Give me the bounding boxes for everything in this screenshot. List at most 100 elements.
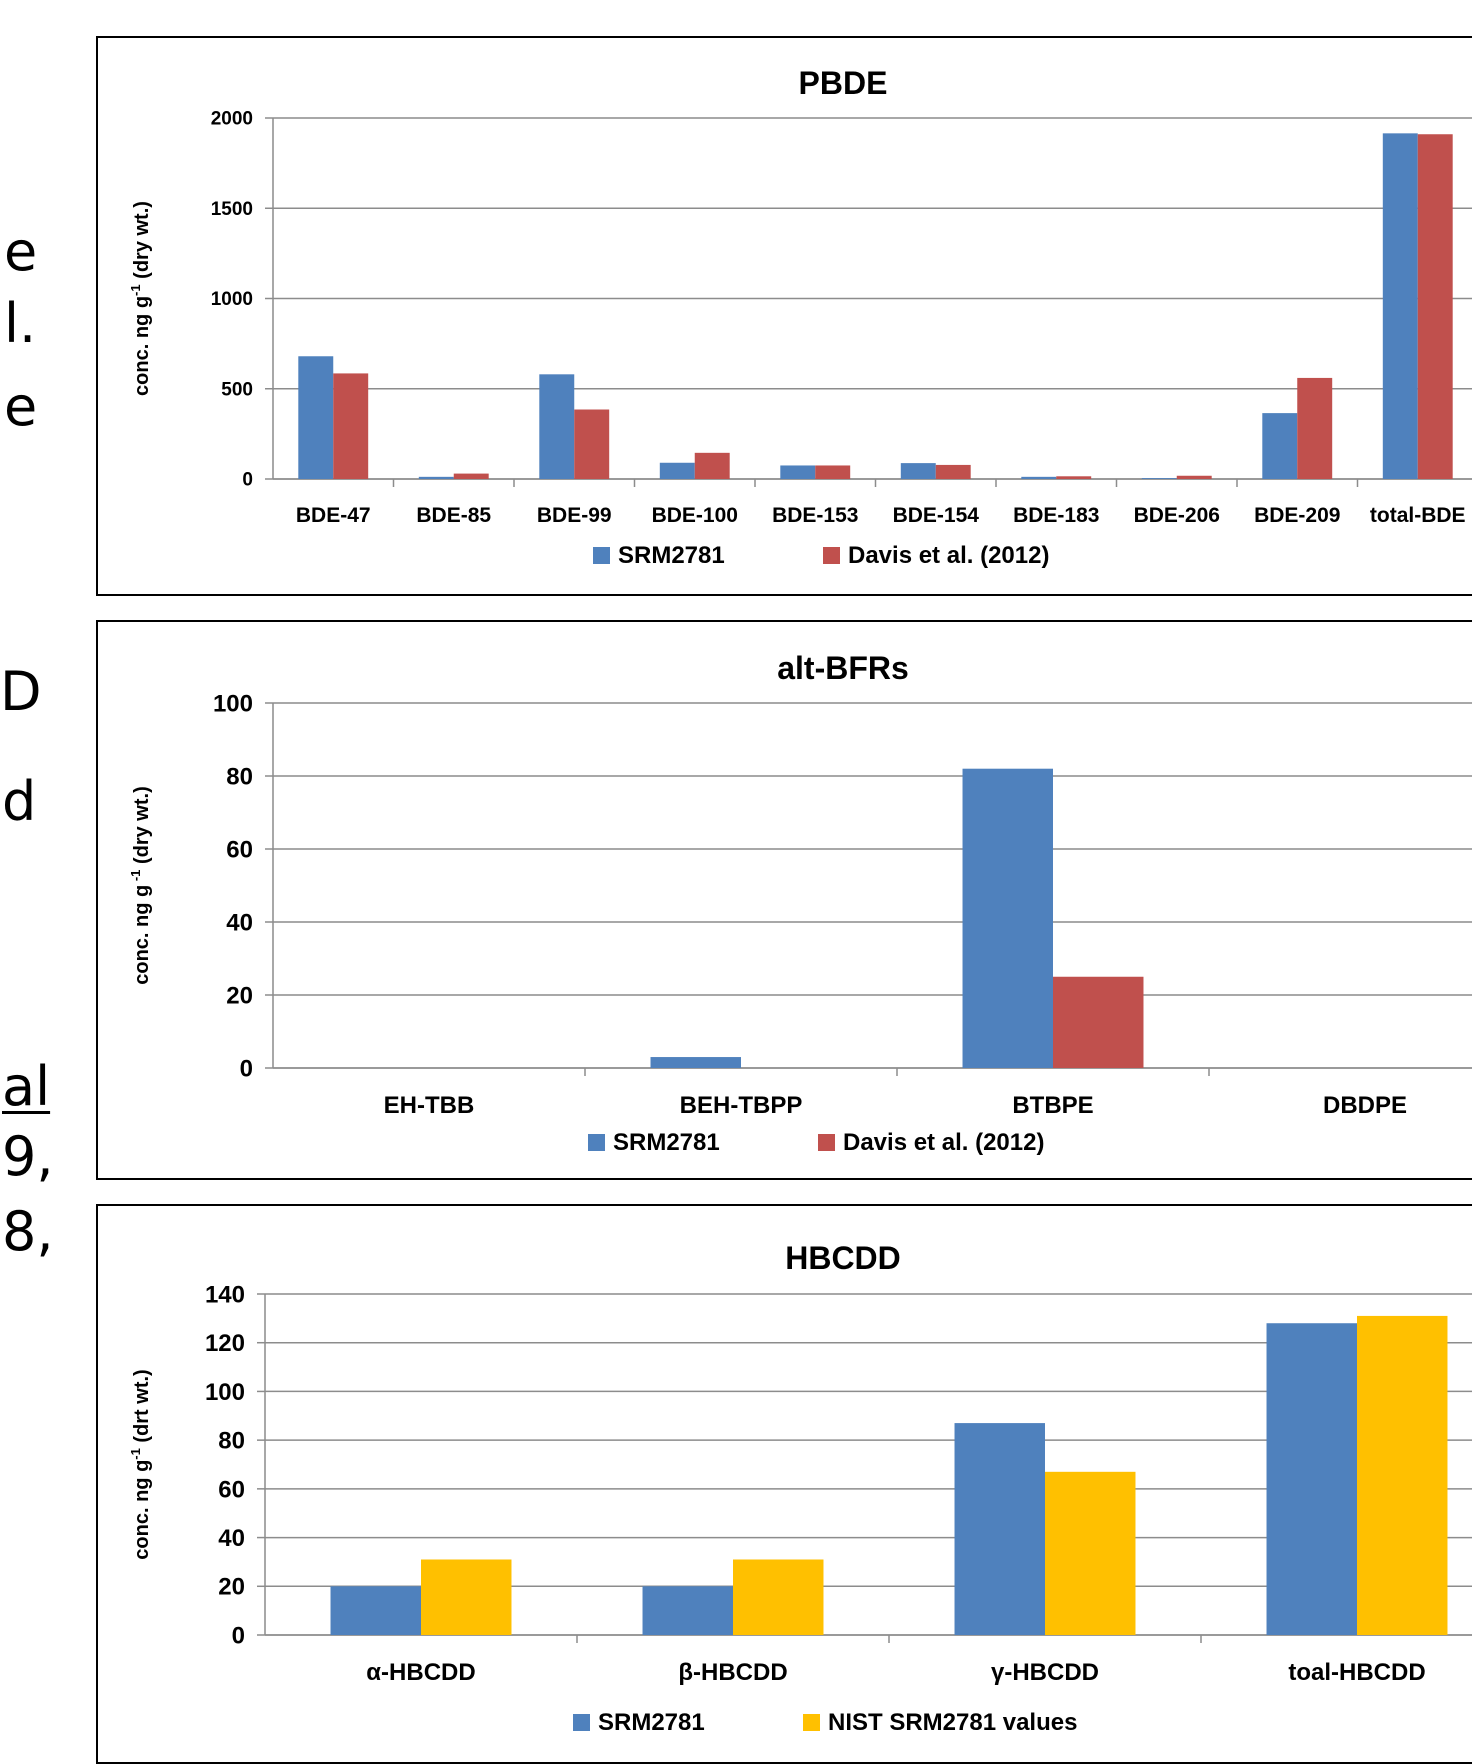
alt-bfrs-chart: alt-BFRs 0 20 40 60 80 100 conc. ng g -1 (dry w… (128, 650, 1472, 1156)
pbde-chart: PBDE 0 500 1000 1500 2000 conc. ng g-1 (dry wt… (128, 65, 1472, 569)
alt-bfrs-y-axis-label: conc. ng g -1 (dry wt.) (128, 786, 153, 985)
hbcdd-bar-series-2 (1045, 1471, 1136, 1635)
pbde-category-label: BDE-99 (537, 504, 612, 527)
pbde-y-tick-label: 500 (221, 379, 253, 400)
pbde-legend-swatch (593, 547, 610, 564)
alt-bfrs-y-axis-label-superscript: -1 (128, 870, 143, 885)
alt-bfrs-category-label: BTBPE (1012, 1092, 1093, 1119)
hbcdd-y-axis-label-superscript: -1 (128, 1448, 143, 1460)
pbde-bar-series-1 (1382, 133, 1418, 479)
hbcdd-y-tick-label: 100 (205, 1379, 245, 1406)
hbcdd-y-tick-label: 80 (218, 1428, 245, 1455)
pbde-legend-label: SRM2781 (618, 542, 725, 569)
pbde-bar-series-1 (900, 463, 936, 479)
pbde-legend-swatch (823, 547, 840, 564)
hbcdd-y-tick-label: 0 (232, 1622, 245, 1649)
pbde-bar-series-1 (659, 462, 695, 479)
pbde-bar-series-2 (815, 465, 851, 479)
pbde-bar-series-1 (298, 356, 334, 479)
alt-bfrs-legend-swatch (818, 1134, 835, 1151)
pbde-bar-series-2 (1297, 377, 1333, 479)
pbde-bar-series-2 (1176, 475, 1212, 479)
pbde-category-label: BDE-206 (1134, 504, 1220, 527)
pbde-bar-series-2 (935, 464, 971, 479)
pbde-y-tick-label: 2000 (211, 109, 253, 130)
pbde-bar-series-1 (418, 476, 454, 479)
hbcdd-chart-title: HBCDD (785, 1240, 901, 1276)
alt-bfrs-chart-title: alt-BFRs (777, 650, 909, 686)
pbde-y-axis-label-unit: (dry wt.) (131, 201, 153, 284)
hbcdd-bar-series-2 (421, 1559, 512, 1635)
pbde-category-label: BDE-154 (893, 504, 980, 527)
side-text-fragment: d (2, 775, 36, 829)
pbde-y-axis-label-main: conc. ng g (131, 296, 153, 396)
alt-bfrs-bar-series-1 (962, 768, 1053, 1068)
hbcdd-bar-series-1 (642, 1586, 733, 1635)
side-text-fragment: 9, (2, 1130, 54, 1184)
side-text-fragment-1: e (4, 220, 38, 283)
hbcdd-bar-series-1 (1266, 1323, 1357, 1635)
pbde-category-label: BDE-209 (1254, 504, 1340, 527)
side-text-fragment-5: d (2, 770, 37, 833)
pbde-bar-series-2 (574, 409, 610, 479)
pbde-bar-series-1 (780, 465, 816, 479)
alt-bfrs-chart-panel: alt-BFRs 0 20 40 60 80 100 conc. ng g -1 (dry w… (96, 620, 1472, 1180)
hbcdd-y-tick-label: 60 (218, 1476, 245, 1503)
side-text-fragment: al (2, 1060, 50, 1114)
hbcdd-bar-series-2 (733, 1559, 824, 1635)
hbcdd-y-tick-label: 40 (218, 1525, 245, 1552)
side-text-fragment-8: 8, (2, 1200, 54, 1263)
pbde-y-tick-label: 1000 (211, 289, 253, 310)
pbde-bar-series-2 (453, 473, 489, 479)
alt-bfrs-bar-series-2 (1053, 976, 1144, 1068)
alt-bfrs-legend-swatch (588, 1134, 605, 1151)
pbde-category-label: BDE-183 (1013, 504, 1099, 527)
hbcdd-legend-label: NIST SRM2781 values (828, 1709, 1077, 1736)
hbcdd-legend-swatch (803, 1714, 820, 1731)
hbcdd-y-axis-label-main: conc. ng g (131, 1460, 153, 1560)
side-text-fragment-3: e (4, 375, 38, 438)
pbde-y-tick-label: 0 (242, 470, 253, 491)
side-text-fragment: e (4, 225, 37, 279)
pbde-bar-series-1 (1141, 478, 1177, 479)
hbcdd-chart-panel: HBCDD 0 20 40 60 80 100 120 140 conc. ng g-1 (drt… (96, 1204, 1472, 1764)
hbcdd-y-tick-label: 20 (218, 1574, 245, 1601)
hbcdd-legend-swatch (573, 1714, 590, 1731)
hbcdd-y-axis-label-unit: (drt wt.) (131, 1369, 153, 1448)
pbde-category-label: BDE-47 (296, 504, 371, 527)
alt-bfrs-y-tick-label: 80 (226, 763, 253, 790)
pbde-bar-series-1 (1021, 476, 1057, 479)
side-text-fragment: D (0, 665, 42, 719)
side-text-fragment: 8, (2, 1205, 54, 1259)
pbde-bar-series-2 (333, 373, 369, 479)
pbde-category-label: BDE-85 (416, 504, 491, 527)
side-text-fragment-2: l. (4, 292, 37, 355)
pbde-y-tick-label: 1500 (211, 199, 253, 220)
alt-bfrs-category-label: DBDPE (1323, 1092, 1407, 1119)
hbcdd-legend-label: SRM2781 (598, 1709, 705, 1736)
alt-bfrs-y-tick-label: 20 (226, 982, 253, 1009)
pbde-category-label: BDE-153 (772, 504, 858, 527)
alt-bfrs-y-tick-label: 100 (213, 690, 253, 717)
alt-bfrs-y-axis-label-main: conc. ng g (131, 885, 153, 985)
pbde-y-axis-label: conc. ng g-1 (dry wt.) (128, 201, 153, 396)
side-text-fragment-4: D (0, 660, 42, 723)
pbde-chart-panel: PBDE 0 500 1000 1500 2000 conc. ng g-1 (dry wt… (96, 36, 1472, 596)
hbcdd-y-tick-label: 140 (205, 1281, 245, 1308)
side-text-fragment: l. (4, 297, 36, 351)
alt-bfrs-y-axis-label-unit: (dry wt.) (131, 786, 153, 869)
hbcdd-chart: HBCDD 0 20 40 60 80 100 120 140 conc. ng g-1 (drt… (128, 1240, 1472, 1736)
alt-bfrs-legend-label: SRM2781 (613, 1129, 720, 1156)
side-text-fragment-7: 9, (2, 1125, 54, 1188)
alt-bfrs-y-tick-label: 0 (240, 1055, 253, 1082)
alt-bfrs-y-tick-label: 60 (226, 836, 253, 863)
alt-bfrs-legend-label: Davis et al. (2012) (843, 1129, 1044, 1156)
pbde-category-label: total-BDE (1370, 504, 1466, 527)
pbde-legend-label: Davis et al. (2012) (848, 542, 1049, 569)
pbde-bar-series-2 (694, 452, 730, 479)
pbde-bar-series-2 (1056, 476, 1092, 479)
pbde-bar-series-2 (1417, 134, 1453, 479)
hbcdd-bar-series-1 (954, 1423, 1045, 1635)
side-text-fragment: e (4, 380, 37, 434)
alt-bfrs-category-label: EH-TBB (384, 1092, 475, 1119)
